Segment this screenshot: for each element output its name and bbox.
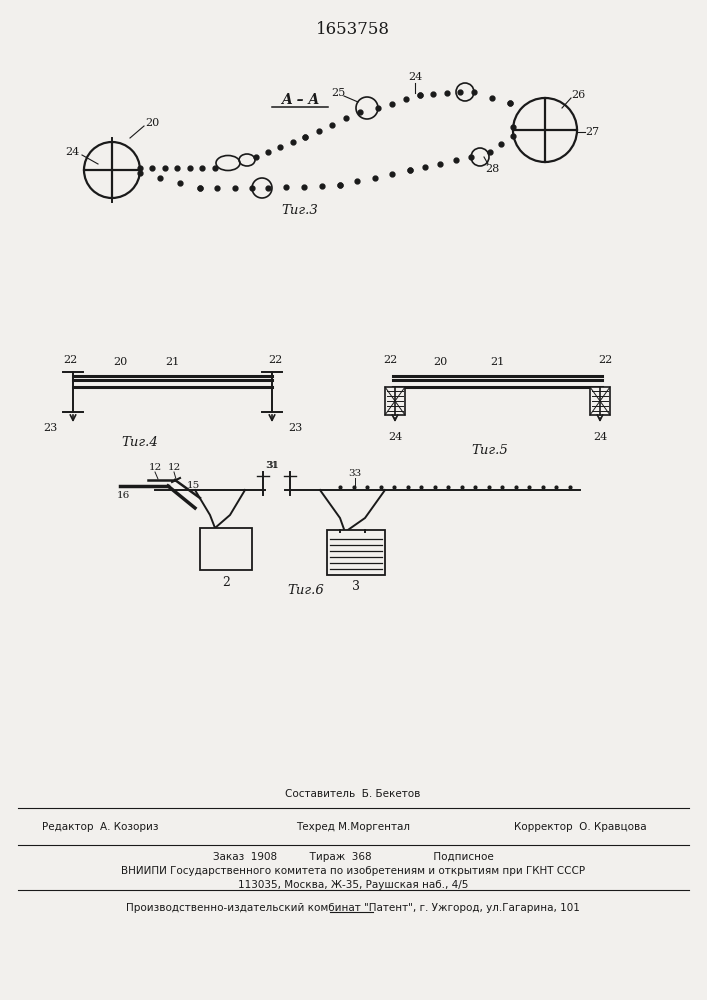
Text: Τиг.6: Τиг.6 (288, 584, 325, 596)
Text: 20: 20 (113, 357, 127, 367)
Text: ВНИИПИ Государственного комитета по изобретениям и открытиям при ГКНТ СССР: ВНИИПИ Государственного комитета по изоб… (121, 866, 585, 876)
Text: A – A: A – A (281, 93, 319, 107)
Text: 24: 24 (388, 432, 402, 442)
Text: 31: 31 (267, 460, 280, 470)
Text: 2: 2 (222, 576, 230, 588)
Text: 20: 20 (145, 118, 159, 128)
Text: 12: 12 (168, 464, 180, 473)
Text: Τиг.4: Τиг.4 (122, 436, 158, 448)
Text: 22: 22 (383, 355, 397, 365)
Text: 24: 24 (65, 147, 79, 157)
Text: 22: 22 (598, 355, 612, 365)
Text: 12: 12 (148, 464, 162, 473)
Text: Τиг.3: Τиг.3 (281, 204, 318, 217)
Text: 22: 22 (268, 355, 282, 365)
Text: 25: 25 (331, 88, 345, 98)
Text: 113035, Москва, Ж-35, Раушская наб., 4/5: 113035, Москва, Ж-35, Раушская наб., 4/5 (238, 880, 468, 890)
Text: 33: 33 (349, 470, 361, 479)
Text: Τиг.5: Τиг.5 (472, 444, 508, 456)
Text: 24: 24 (408, 72, 422, 82)
Bar (590, 387, 610, 415)
Text: 3: 3 (352, 580, 360, 593)
Text: 1653758: 1653758 (316, 21, 390, 38)
Text: 20: 20 (433, 357, 447, 367)
Text: 27: 27 (585, 127, 599, 137)
Text: 31: 31 (265, 460, 279, 470)
Text: 15: 15 (187, 481, 199, 489)
Text: 28: 28 (485, 164, 499, 174)
Text: Составитель  Б. Бекетов: Составитель Б. Бекетов (286, 789, 421, 799)
Text: Редактор  А. Козориз: Редактор А. Козориз (42, 822, 158, 832)
Text: Заказ  1908          Тираж  368                   Подписное: Заказ 1908 Тираж 368 Подписное (213, 852, 493, 862)
Text: Корректор  О. Кравцова: Корректор О. Кравцова (514, 822, 646, 832)
Text: 21: 21 (490, 357, 504, 367)
Bar (200, 528, 252, 570)
Text: Производственно-издательский комбинат "Патент", г. Ужгород, ул.Гагарина, 101: Производственно-издательский комбинат "П… (126, 903, 580, 913)
Text: 23: 23 (288, 423, 302, 433)
Text: 26: 26 (571, 90, 585, 100)
Text: 24: 24 (593, 432, 607, 442)
Text: 22: 22 (63, 355, 77, 365)
Text: 21: 21 (165, 357, 179, 367)
Text: 16: 16 (117, 490, 129, 499)
Text: Техред М.Моргентал: Техред М.Моргентал (296, 822, 410, 832)
Bar (327, 530, 385, 575)
Bar (385, 387, 405, 415)
Text: 23: 23 (43, 423, 57, 433)
